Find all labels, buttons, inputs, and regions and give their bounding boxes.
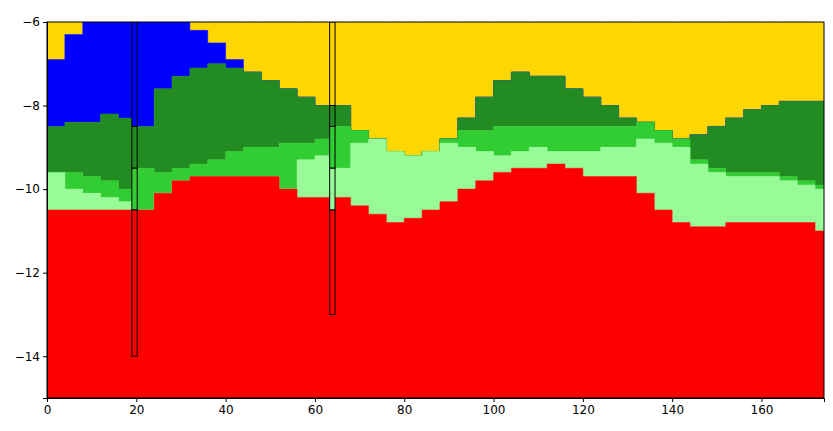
tick-mark: [404, 398, 405, 402]
borehole-interval: [330, 168, 335, 210]
tick-label: 160: [751, 403, 774, 417]
tick: −6: [22, 15, 47, 29]
tick: 0: [44, 398, 52, 417]
borehole-interval: [330, 126, 335, 168]
tick: −10: [15, 182, 47, 196]
tick-mark: [226, 398, 227, 402]
tick-label: 20: [129, 403, 144, 417]
tick-label: −8: [22, 99, 40, 113]
borehole-interval: [330, 22, 335, 106]
tick: −14: [15, 350, 47, 364]
plot: 0 20 40 60 80 100 120 140 160 −14 −12 −10 −8 −6: [15, 15, 825, 416]
tick: 120: [572, 398, 595, 417]
borehole-interval: [132, 210, 137, 356]
tick: −8: [22, 99, 47, 113]
borehole-interval: [132, 168, 137, 210]
tick: 80: [397, 398, 412, 417]
borehole-interval: [132, 22, 137, 126]
frame: [47, 22, 824, 398]
tick-mark: [315, 398, 316, 402]
tick: 20: [129, 398, 144, 417]
tick: 40: [218, 398, 233, 417]
tick: 60: [308, 398, 323, 417]
axis-line: [48, 399, 825, 403]
x-axis: 0 20 40 60 80 100 120 140 160: [44, 398, 825, 417]
tick-label: −12: [15, 266, 40, 280]
tick-label: 0: [44, 403, 52, 417]
layer: [47, 164, 824, 398]
tick-mark: [43, 106, 47, 107]
tick-mark: [761, 398, 762, 402]
borehole-interval: [132, 126, 137, 168]
chart: 0 20 40 60 80 100 120 140 160 −14 −12 −10 −8 −6: [0, 0, 833, 431]
tick-mark: [43, 189, 47, 190]
tick: −12: [15, 266, 47, 280]
tick: 100: [483, 398, 506, 417]
y-axis: −14 −12 −10 −8 −6: [15, 15, 48, 398]
tick-mark: [494, 398, 495, 402]
tick-mark: [672, 398, 673, 402]
axis-line: [43, 23, 48, 399]
layers: [47, 22, 824, 398]
tick-label: 80: [397, 403, 412, 417]
tick: 160: [751, 398, 774, 417]
tick-label: 140: [661, 403, 684, 417]
tick-label: −6: [22, 15, 40, 29]
borehole-interval: [330, 210, 335, 314]
tick-label: 60: [308, 403, 323, 417]
tick-label: −10: [15, 182, 40, 196]
tick-mark: [583, 398, 584, 402]
tick-label: 40: [218, 403, 233, 417]
tick-mark: [43, 356, 47, 357]
tick: 140: [661, 398, 684, 417]
tick-mark: [43, 273, 47, 274]
tick-label: −14: [15, 350, 40, 364]
tick-mark: [43, 22, 47, 23]
tick-label: 120: [572, 403, 595, 417]
tick-mark: [136, 398, 137, 402]
tick-label: 100: [483, 403, 506, 417]
borehole-interval: [330, 106, 335, 127]
